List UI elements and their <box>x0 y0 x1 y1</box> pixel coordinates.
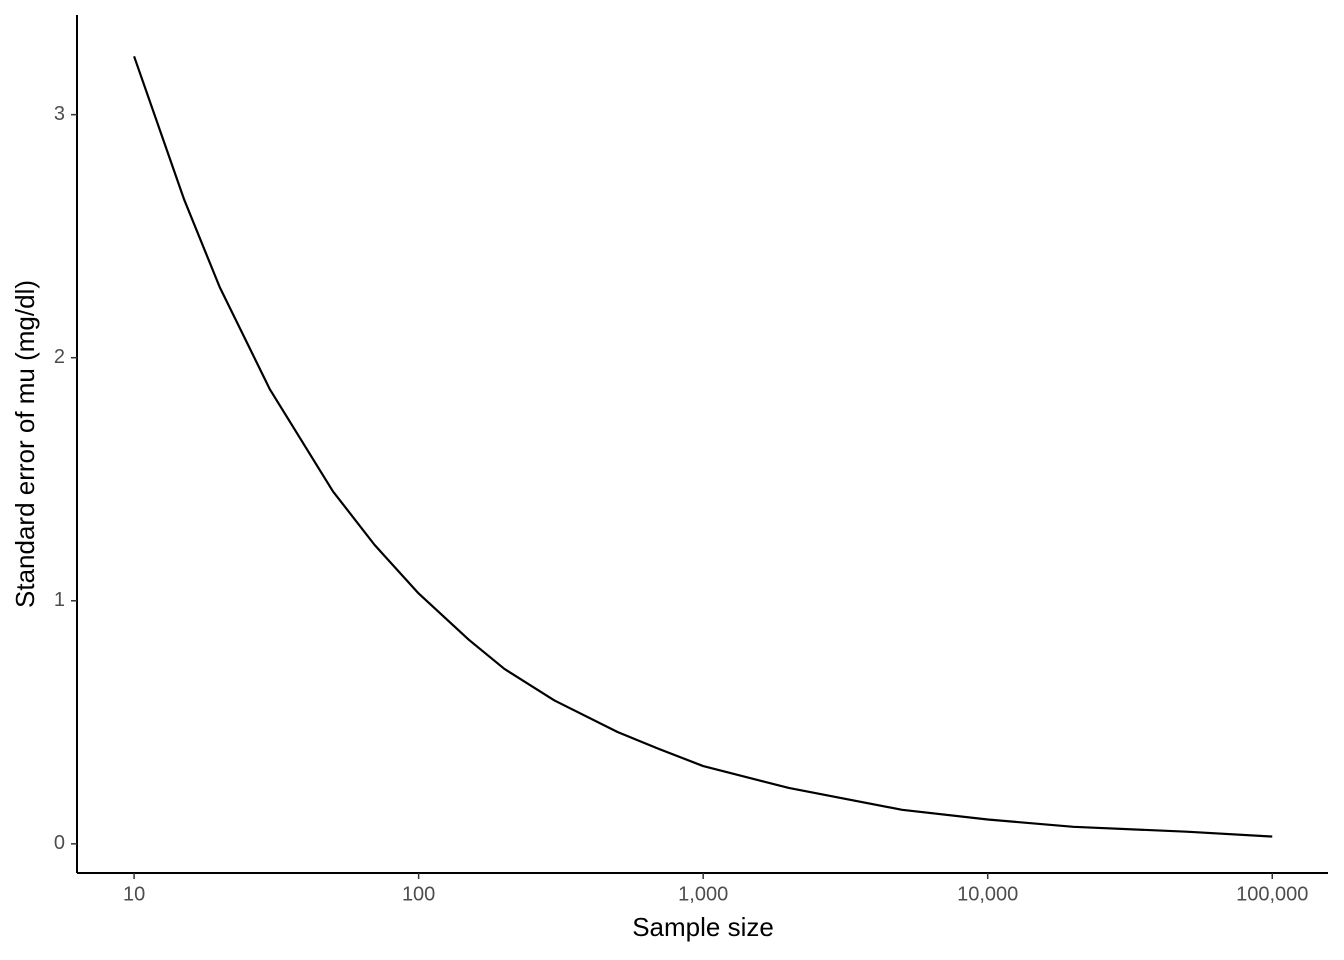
x-tick-label: 10 <box>123 883 145 905</box>
x-tick-label: 10,000 <box>957 883 1018 905</box>
x-tick-label: 100 <box>402 883 435 905</box>
line <box>133 55 1273 838</box>
y-tick-label: 1 <box>54 589 65 611</box>
y-tick-label: 2 <box>54 346 65 368</box>
y-tick-label: 0 <box>54 832 65 854</box>
y-axis-title: Standard error of mu (mg/dl) <box>10 280 40 608</box>
x-axis-title: Sample size <box>632 912 774 942</box>
x-tick-label: 1,000 <box>678 883 728 905</box>
y-tick-label: 3 <box>54 103 65 125</box>
x-tick-label: 100,000 <box>1236 883 1308 905</box>
